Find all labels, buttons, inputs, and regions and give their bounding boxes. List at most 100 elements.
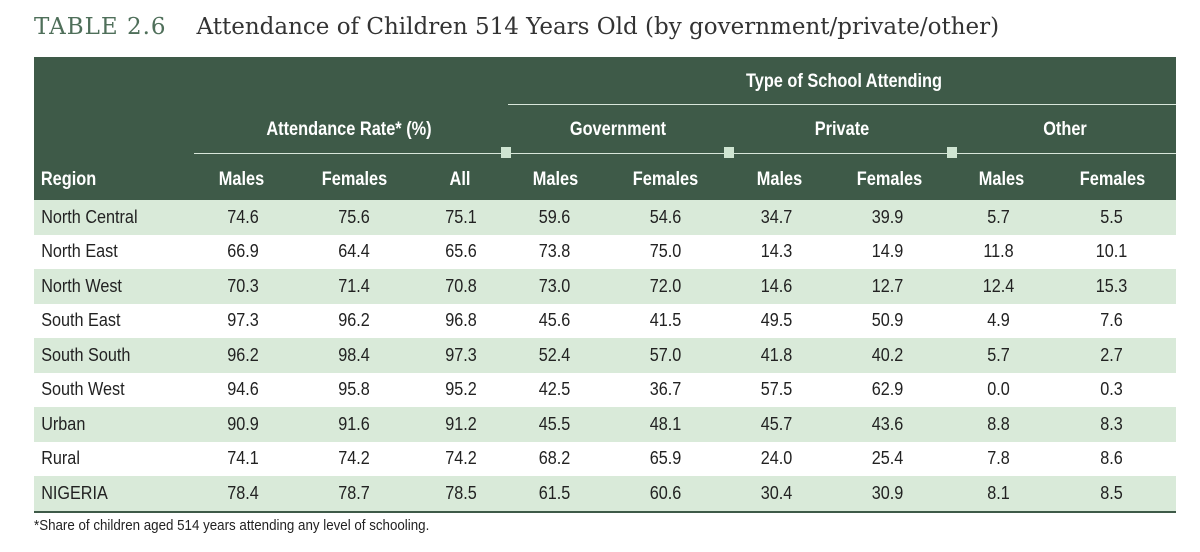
value-cell: 41.5 bbox=[649, 310, 682, 331]
value-cell: 25.4 bbox=[871, 448, 904, 469]
region-cell: North Central bbox=[41, 206, 138, 227]
value-cell: 8.5 bbox=[1100, 482, 1123, 503]
private-rule bbox=[732, 153, 952, 154]
region-cell: NIGERIA bbox=[41, 482, 108, 503]
value-cell: 7.6 bbox=[1100, 310, 1123, 331]
value-cell: 74.2 bbox=[445, 448, 477, 469]
value-cell: 66.9 bbox=[227, 241, 259, 262]
region-cell: Rural bbox=[41, 448, 80, 469]
value-cell: 14.3 bbox=[760, 241, 793, 262]
value-cell: 91.6 bbox=[338, 413, 370, 434]
value-cell: 62.9 bbox=[871, 379, 904, 400]
table-title-row: TABLE 2.6 Attendance of Children 514 Yea… bbox=[34, 14, 999, 50]
col-females-header: Females bbox=[321, 169, 388, 190]
other-header: Other bbox=[1043, 119, 1087, 140]
value-cell: 59.6 bbox=[538, 206, 571, 227]
value-cell: 68.2 bbox=[538, 448, 571, 469]
value-cell: 94.6 bbox=[227, 379, 259, 400]
group-divider-marker bbox=[947, 147, 957, 158]
value-cell: 8.6 bbox=[1100, 448, 1123, 469]
col-gov-females-header: Females bbox=[632, 169, 699, 190]
value-cell: 34.7 bbox=[760, 206, 793, 227]
col-males-header: Males bbox=[218, 169, 265, 190]
attendance-table: Type of School Attending Attendance Rate… bbox=[34, 57, 1176, 513]
table-row: NIGERIA 78.4 78.7 78.5 61.5 60.6 30.4 30.9 8.1 8.… bbox=[34, 476, 1176, 513]
government-rule bbox=[508, 153, 728, 154]
government-header: Government bbox=[569, 119, 667, 140]
value-cell: 10.1 bbox=[1095, 241, 1128, 262]
value-cell: 96.2 bbox=[227, 344, 259, 365]
value-cell: 64.4 bbox=[338, 241, 370, 262]
value-cell: 65.6 bbox=[445, 241, 477, 262]
value-cell: 95.2 bbox=[445, 379, 477, 400]
value-cell: 39.9 bbox=[871, 206, 904, 227]
table-row: North West 70.3 71.4 70.8 73.0 72.0 14.6 12.7 12… bbox=[34, 269, 1176, 304]
table-row: South South 96.2 98.4 97.3 52.4 57.0 41.8 40.2 5… bbox=[34, 338, 1176, 373]
value-cell: 43.6 bbox=[871, 413, 904, 434]
value-cell: 78.7 bbox=[338, 482, 370, 503]
value-cell: 45.5 bbox=[538, 413, 571, 434]
value-cell: 61.5 bbox=[538, 482, 571, 503]
col-all-header: All bbox=[449, 169, 471, 190]
table-row: Rural 74.1 74.2 74.2 68.2 65.9 24.0 25.4 7.8 8.6 bbox=[34, 442, 1176, 477]
value-cell: 8.3 bbox=[1100, 413, 1123, 434]
table-number: TABLE 2.6 bbox=[34, 14, 167, 40]
value-cell: 48.1 bbox=[649, 413, 682, 434]
value-cell: 57.0 bbox=[649, 344, 682, 365]
value-cell: 75.0 bbox=[649, 241, 682, 262]
value-cell: 30.4 bbox=[760, 482, 793, 503]
value-cell: 97.3 bbox=[227, 310, 259, 331]
value-cell: 8.1 bbox=[987, 482, 1010, 503]
value-cell: 0.3 bbox=[1100, 379, 1123, 400]
value-cell: 4.9 bbox=[987, 310, 1010, 331]
value-cell: 15.3 bbox=[1095, 275, 1128, 296]
value-cell: 41.8 bbox=[760, 344, 793, 365]
col-other-males-header: Males bbox=[978, 169, 1025, 190]
region-cell: Urban bbox=[41, 413, 86, 434]
col-region-header: Region bbox=[40, 169, 97, 190]
value-cell: 30.9 bbox=[871, 482, 904, 503]
group-divider-marker bbox=[501, 147, 511, 158]
value-cell: 78.5 bbox=[445, 482, 477, 503]
value-cell: 96.8 bbox=[445, 310, 477, 331]
value-cell: 75.1 bbox=[445, 206, 477, 227]
attendance-rate-header: Attendance Rate* (%) bbox=[266, 119, 432, 140]
value-cell: 7.8 bbox=[987, 448, 1010, 469]
value-cell: 36.7 bbox=[649, 379, 682, 400]
type-of-school-header: Type of School Attending bbox=[745, 71, 943, 92]
table-title: Attendance of Children 514 Years Old (by… bbox=[196, 14, 1000, 40]
value-cell: 70.3 bbox=[227, 275, 259, 296]
value-cell: 95.8 bbox=[338, 379, 370, 400]
value-cell: 45.6 bbox=[538, 310, 571, 331]
value-cell: 24.0 bbox=[760, 448, 793, 469]
group-divider-marker bbox=[724, 147, 734, 158]
col-priv-females-header: Females bbox=[856, 169, 923, 190]
table-row: North Central 74.6 75.6 75.1 59.6 54.6 34.7 39.… bbox=[34, 200, 1176, 235]
value-cell: 72.0 bbox=[649, 275, 682, 296]
value-cell: 91.2 bbox=[445, 413, 477, 434]
table-row: North East 66.9 64.4 65.6 73.8 75.0 14.3 14.9 11… bbox=[34, 235, 1176, 270]
value-cell: 12.4 bbox=[982, 275, 1015, 296]
table-row: South East 97.3 96.2 96.8 45.6 41.5 49.5 50.9 4.… bbox=[34, 304, 1176, 339]
value-cell: 8.8 bbox=[987, 413, 1010, 434]
region-cell: South East bbox=[41, 310, 121, 331]
value-cell: 49.5 bbox=[760, 310, 793, 331]
region-cell: North East bbox=[41, 241, 118, 262]
value-cell: 12.7 bbox=[871, 275, 904, 296]
value-cell: 50.9 bbox=[871, 310, 904, 331]
value-cell: 0.0 bbox=[987, 379, 1010, 400]
value-cell: 57.5 bbox=[760, 379, 793, 400]
attendance-rate-rule bbox=[194, 153, 504, 154]
value-cell: 5.5 bbox=[1100, 206, 1123, 227]
col-gov-males-header: Males bbox=[532, 169, 579, 190]
value-cell: 60.6 bbox=[649, 482, 682, 503]
value-cell: 78.4 bbox=[227, 482, 259, 503]
value-cell: 74.2 bbox=[338, 448, 370, 469]
value-cell: 5.7 bbox=[987, 344, 1010, 365]
value-cell: 73.0 bbox=[538, 275, 571, 296]
region-cell: North West bbox=[41, 275, 122, 296]
other-rule bbox=[954, 153, 1176, 154]
value-cell: 74.1 bbox=[227, 448, 259, 469]
private-header: Private bbox=[814, 119, 870, 140]
value-cell: 40.2 bbox=[871, 344, 904, 365]
